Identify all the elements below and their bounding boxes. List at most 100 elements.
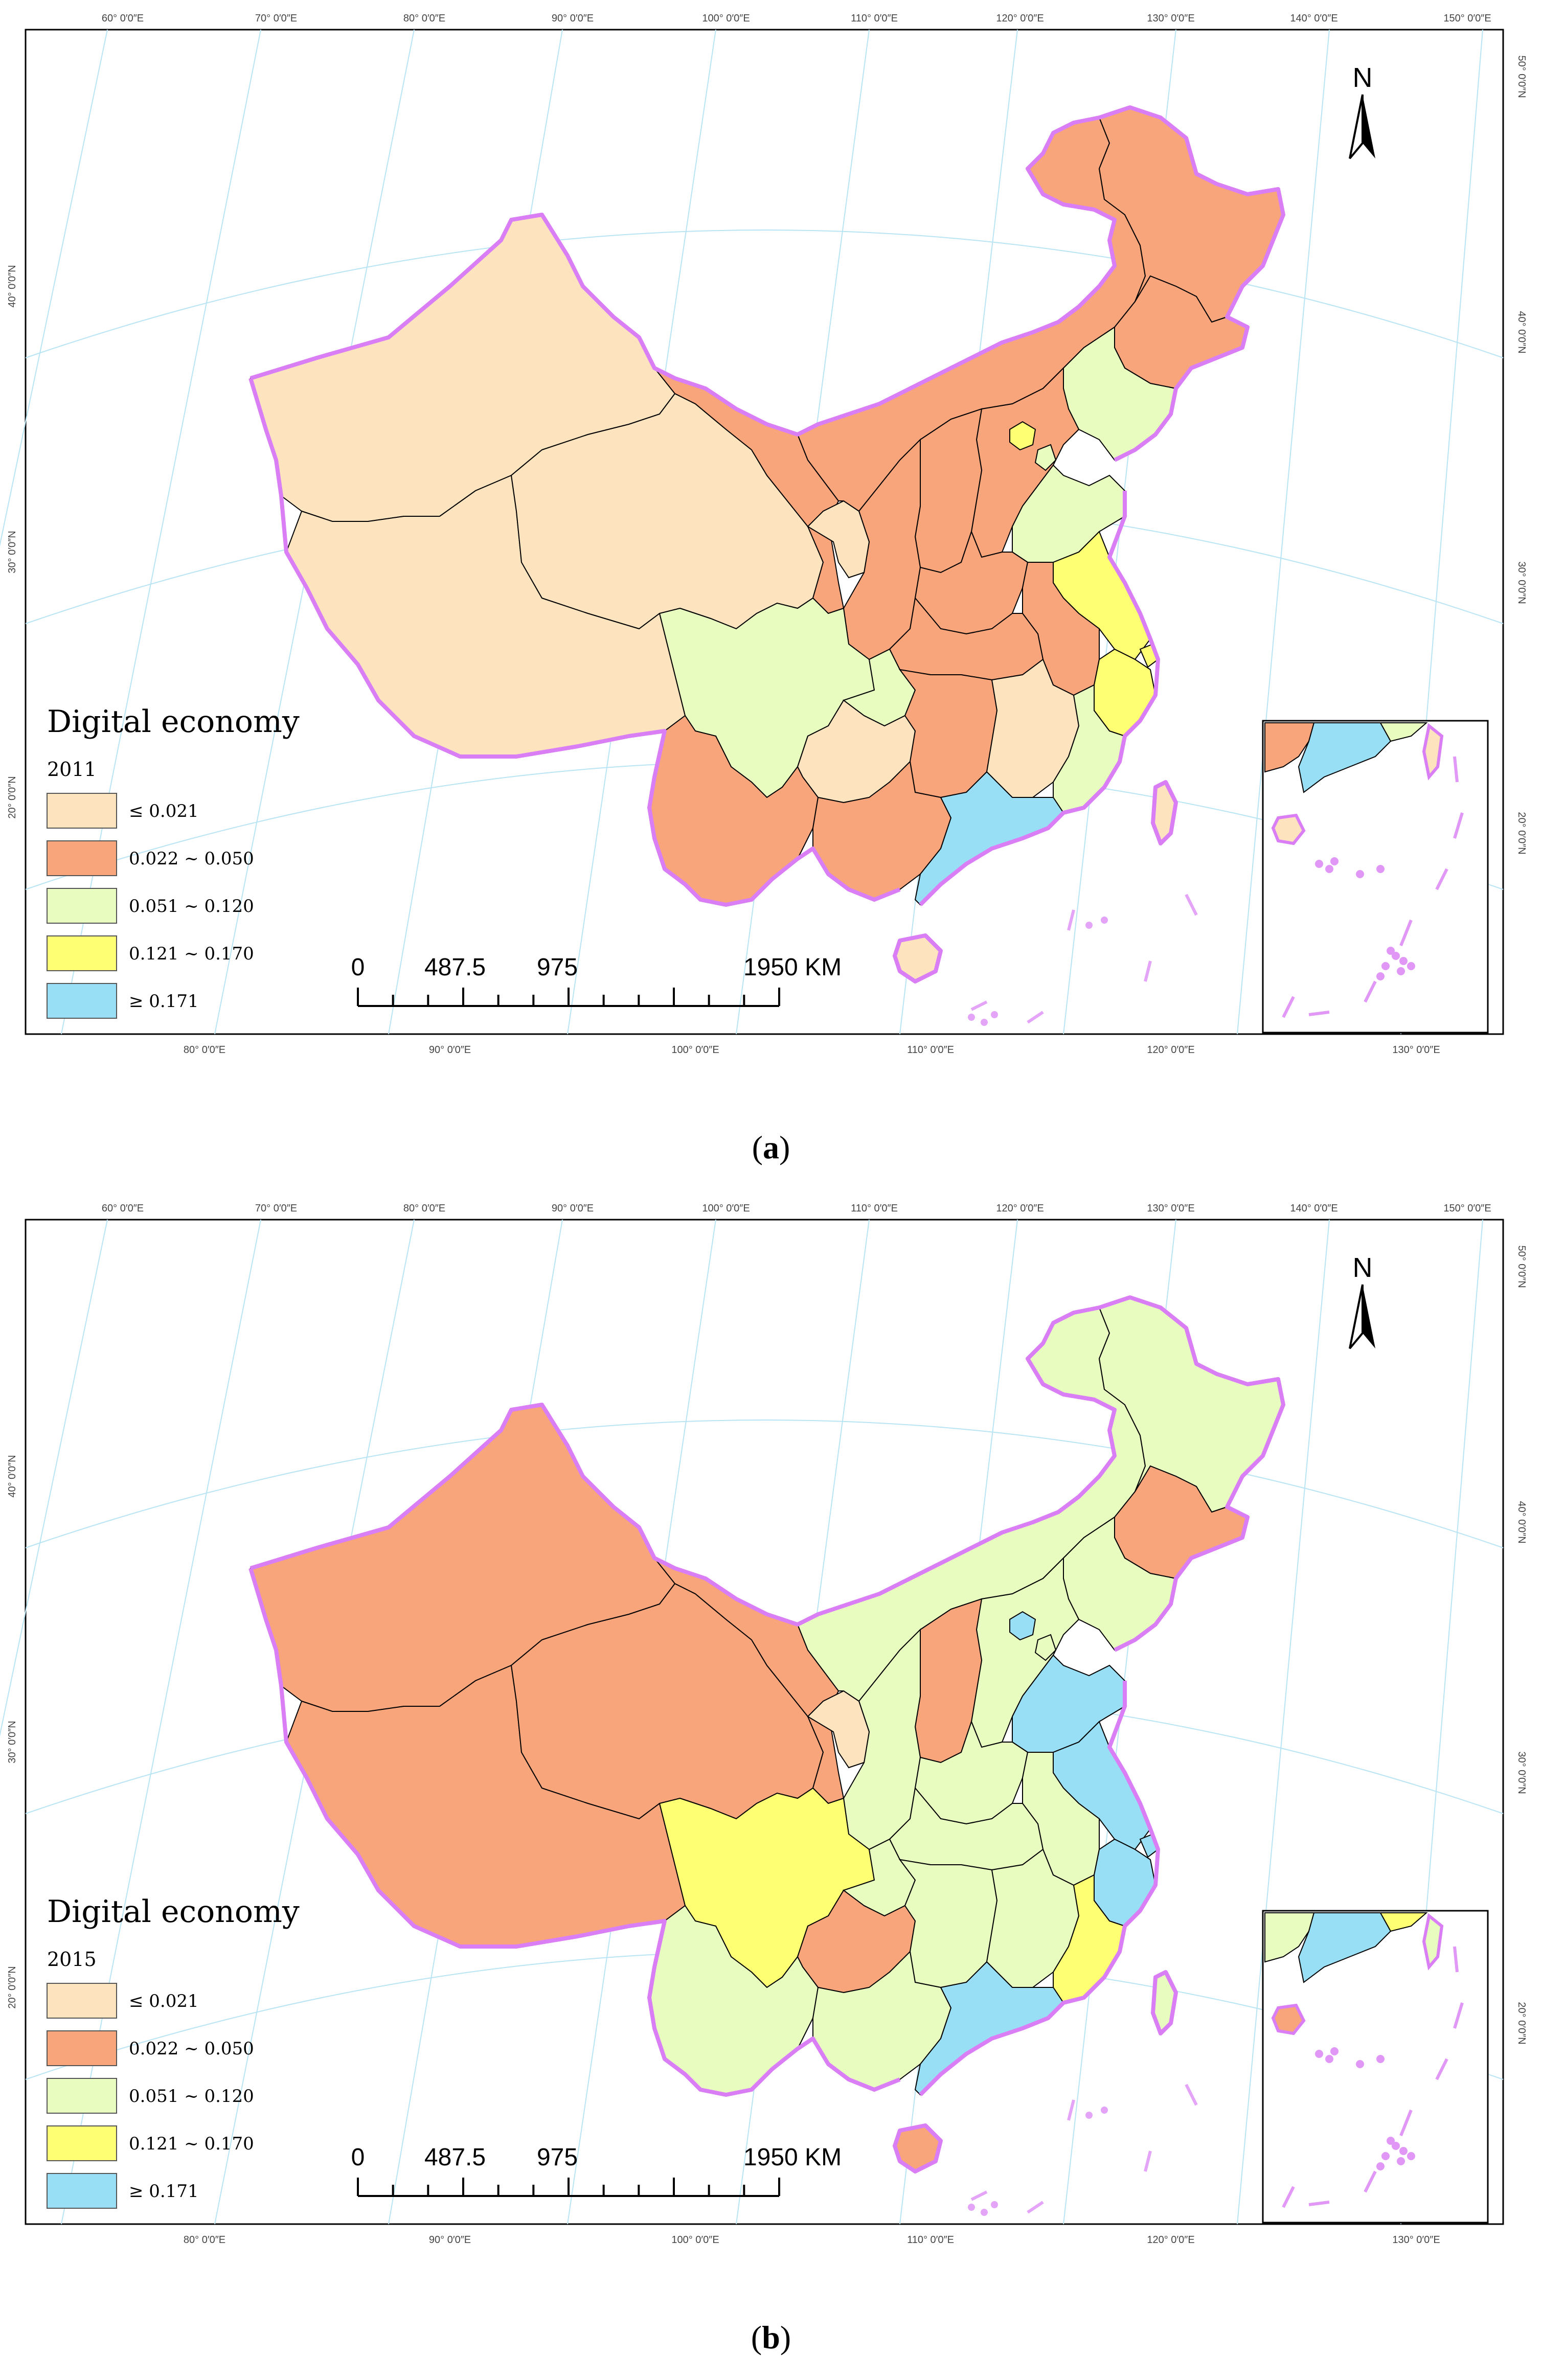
north-arrow-left-icon bbox=[1363, 95, 1375, 158]
caption-open-paren: ( bbox=[752, 1129, 763, 1165]
province-tianjin bbox=[1034, 1634, 1057, 1661]
island-dot bbox=[981, 1019, 988, 1026]
inset-island-dot bbox=[1397, 967, 1405, 975]
scale-label: 0 bbox=[351, 2144, 365, 2171]
grid-label-top: 110° 0′0″E bbox=[851, 13, 898, 24]
legend-label: 0.022 ~ 0.050 bbox=[129, 849, 254, 869]
grid-label-top: 80° 0′0″E bbox=[403, 1203, 445, 1214]
grid-label-bottom: 80° 0′0″E bbox=[184, 1044, 225, 1056]
inset-island-dot bbox=[1392, 952, 1400, 960]
legend-label: ≤ 0.021 bbox=[129, 1991, 199, 2011]
map-panel-2015: 60° 0′0″E 70° 0′0″E 80° 0′0″E 90° 0′0″E 100°… bbox=[0, 1190, 1542, 2380]
grid-label-right: 20° 0′0″N bbox=[1516, 2002, 1527, 2044]
legend-swatch bbox=[47, 935, 117, 971]
inset-island-dot bbox=[1407, 962, 1415, 970]
grid-label-top: 80° 0′0″E bbox=[403, 13, 445, 24]
grid-label-bottom: 130° 0′0″E bbox=[1392, 2234, 1440, 2246]
inset-island-dot bbox=[1315, 2050, 1323, 2058]
grid-label-left: 30° 0′0″N bbox=[7, 1721, 18, 1763]
north-arrow-left-icon bbox=[1363, 1285, 1375, 1348]
grid-label-bottom: 120° 0′0″E bbox=[1147, 1044, 1194, 1056]
national-border bbox=[248, 1295, 1285, 2173]
province-layer bbox=[250, 106, 1284, 982]
legend-swatch bbox=[47, 2173, 117, 2209]
province-beijing bbox=[1009, 1611, 1036, 1641]
inset-dash-segment bbox=[1453, 2002, 1464, 2029]
dash-segment bbox=[970, 2190, 988, 2201]
island-dot bbox=[1101, 917, 1108, 924]
legend-swatch bbox=[47, 2030, 117, 2066]
grid-label-top: 70° 0′0″E bbox=[255, 1203, 297, 1214]
inset-island-dot bbox=[1392, 2142, 1400, 2150]
grid-label-left: 20° 0′0″N bbox=[7, 776, 18, 818]
dash-segment bbox=[1027, 2201, 1044, 2214]
legend-swatch bbox=[47, 2125, 117, 2161]
inset-dash-segment bbox=[1308, 2201, 1330, 2206]
legend: Digital economy 2015 ≤ 0.021 0.022 ~ 0.050 0… bbox=[47, 1894, 300, 2209]
inset-island-dot bbox=[1330, 2047, 1339, 2055]
grid-label-bottom: 100° 0′0″E bbox=[671, 1044, 719, 1056]
border-east-coast bbox=[919, 1681, 1160, 2096]
inset-island-dot bbox=[1356, 2060, 1364, 2068]
grid-label-right: 20° 0′0″N bbox=[1516, 812, 1527, 854]
legend-label: ≤ 0.021 bbox=[129, 801, 199, 821]
grid-label-bottom: 90° 0′0″E bbox=[429, 2234, 471, 2246]
grid-label-bottom: 90° 0′0″E bbox=[429, 1044, 471, 1056]
inset-island-dot bbox=[1376, 865, 1385, 873]
scale-label: 487.5 bbox=[424, 954, 486, 981]
inset-dashes bbox=[1282, 756, 1464, 1018]
inset-island-dot bbox=[1387, 947, 1395, 955]
grid-label-top: 60° 0′0″E bbox=[102, 1203, 144, 1214]
maritime-dashes bbox=[968, 894, 1198, 1026]
grid-label-top: 100° 0′0″E bbox=[702, 1203, 750, 1214]
meridian-line bbox=[1237, 29, 1330, 1035]
border-north bbox=[250, 1295, 1285, 1652]
legend-year: 2015 bbox=[47, 1948, 97, 1971]
north-arrow-right-icon bbox=[1349, 1284, 1364, 1349]
dash-segment bbox=[1067, 2099, 1075, 2121]
island-dot bbox=[1101, 2107, 1108, 2114]
scale-label: 975 bbox=[537, 954, 578, 981]
island-dot bbox=[968, 1014, 975, 1021]
inset-island-dot bbox=[1376, 972, 1385, 980]
scale-label: 975 bbox=[537, 2144, 578, 2171]
inset-island-dot bbox=[1387, 2137, 1395, 2145]
dash-segment bbox=[1027, 1011, 1044, 1024]
grid-label-top: 90° 0′0″E bbox=[552, 1203, 594, 1214]
grid-label-top: 130° 0′0″E bbox=[1147, 13, 1194, 24]
inset-dash-segment bbox=[1282, 996, 1295, 1018]
inset-dash-segment bbox=[1453, 812, 1464, 839]
caption-letter: a bbox=[763, 1129, 779, 1165]
border-south-west bbox=[248, 377, 901, 907]
inset-dash-segment bbox=[1282, 2186, 1295, 2208]
border-hainan bbox=[893, 933, 943, 983]
island-dot bbox=[981, 2209, 988, 2216]
inset-dashes bbox=[1282, 1946, 1464, 2208]
grid-label-bottom: 80° 0′0″E bbox=[184, 2234, 225, 2246]
caption-open-paren: ( bbox=[751, 2319, 762, 2355]
legend-swatch bbox=[47, 983, 117, 1019]
inset-hainan bbox=[1271, 813, 1306, 845]
border-taiwan bbox=[1151, 1970, 1178, 2035]
north-arrow-right-icon bbox=[1349, 94, 1364, 159]
caption-letter: b bbox=[762, 2319, 780, 2355]
legend-year: 2011 bbox=[47, 758, 97, 781]
meridian-line bbox=[0, 29, 108, 547]
inset-island-dot bbox=[1330, 857, 1339, 865]
inset-island-dot bbox=[1325, 865, 1333, 873]
parallel-line bbox=[25, 230, 1504, 358]
inset-island-dot bbox=[1399, 2147, 1408, 2155]
legend-title: Digital economy bbox=[47, 704, 300, 740]
province-tianjin bbox=[1034, 444, 1057, 471]
meridian-line bbox=[1237, 1219, 1330, 2225]
inset-island-dot bbox=[1381, 962, 1390, 970]
inset-island-dot bbox=[1325, 2055, 1333, 2063]
inset-island-dot bbox=[1407, 2152, 1415, 2160]
inset-map bbox=[1262, 1910, 1489, 2224]
inset-dash-segment bbox=[1364, 980, 1377, 1003]
inset-map bbox=[1262, 720, 1489, 1034]
grid-label-right: 40° 0′0″N bbox=[1516, 1501, 1527, 1543]
inset-taiwan bbox=[1422, 723, 1444, 781]
map-panel-2011: 60° 0′0″E 70° 0′0″E 80° 0′0″E 90° 0′0″E 100°… bbox=[0, 13, 1527, 1165]
dash-segment bbox=[1144, 2150, 1152, 2172]
